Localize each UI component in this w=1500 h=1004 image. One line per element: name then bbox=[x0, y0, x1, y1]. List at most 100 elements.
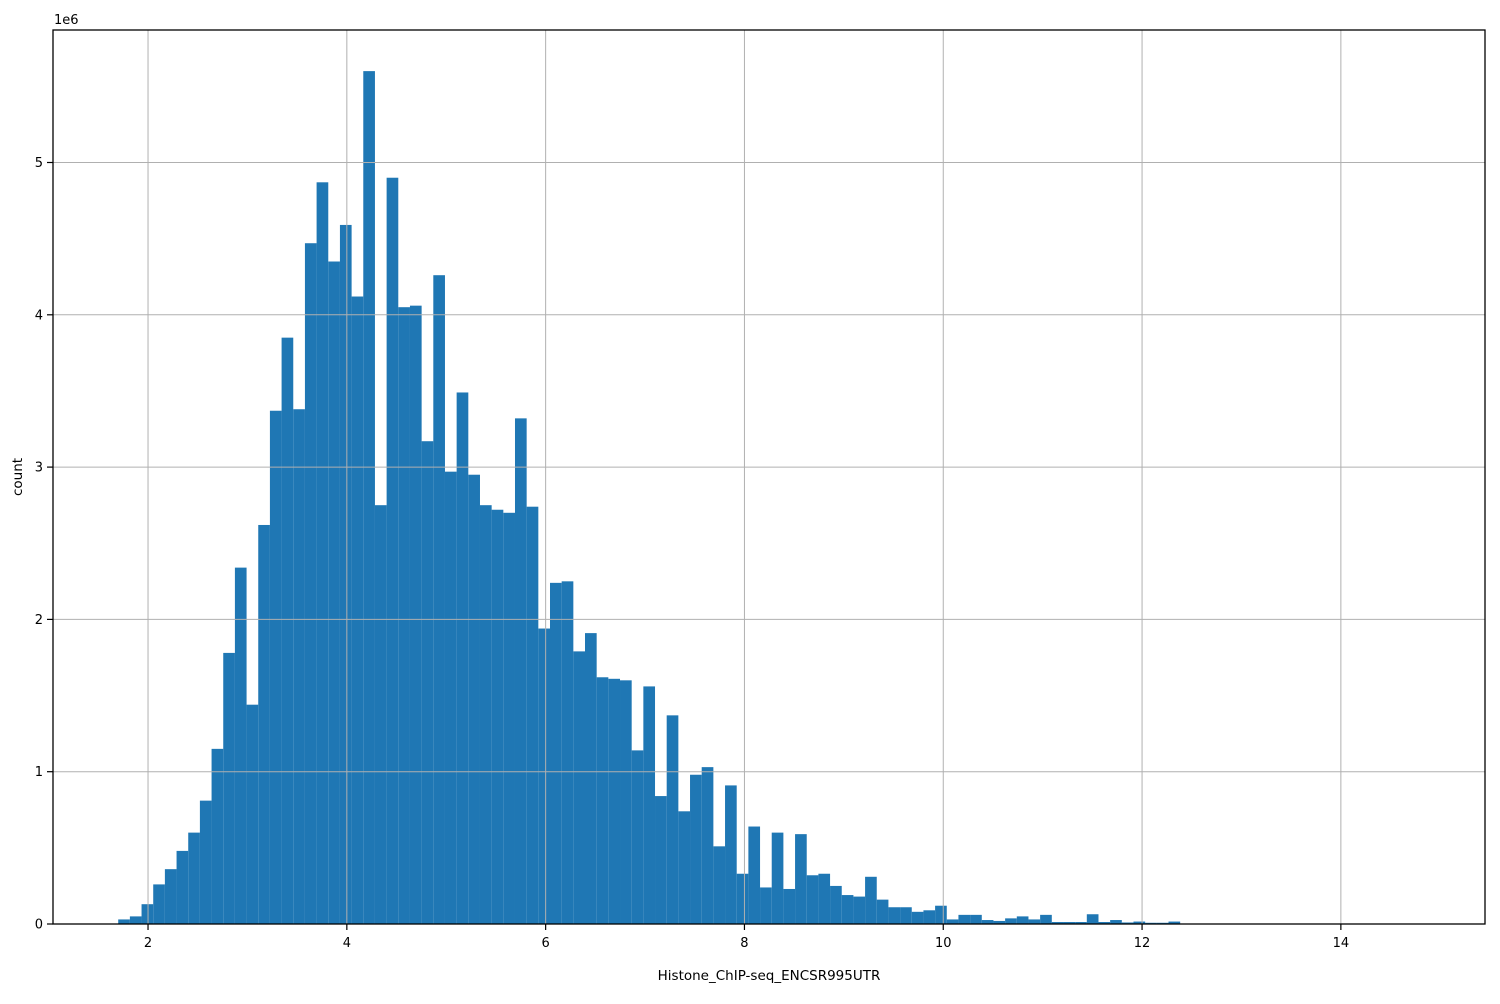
histogram-bar bbox=[713, 846, 726, 924]
histogram-bar bbox=[316, 182, 329, 925]
histogram-bar bbox=[631, 750, 644, 924]
histogram-bar bbox=[479, 505, 492, 924]
histogram-bar bbox=[444, 471, 457, 924]
histogram-bar bbox=[1028, 919, 1041, 924]
histogram-bar bbox=[129, 916, 142, 924]
histogram-bar bbox=[818, 873, 831, 924]
y-tick-label: 3 bbox=[35, 461, 43, 476]
histogram-bar bbox=[211, 748, 224, 924]
histogram-bar bbox=[421, 441, 434, 924]
histogram-bar bbox=[830, 885, 842, 924]
histogram-bar bbox=[748, 826, 761, 924]
histogram-bar bbox=[771, 832, 784, 924]
histogram-bar bbox=[690, 774, 702, 924]
histogram-bar bbox=[176, 850, 189, 924]
histogram-bar bbox=[946, 919, 959, 924]
x-axis-label: Histone_ChIP-seq_ENCSR995UTR bbox=[658, 968, 881, 984]
histogram-bar bbox=[188, 832, 200, 924]
histogram-bar bbox=[153, 884, 165, 924]
histogram-bar bbox=[514, 418, 527, 924]
histogram-bar bbox=[550, 582, 562, 924]
histogram-bar bbox=[538, 628, 550, 924]
x-tick-label: 12 bbox=[1134, 936, 1151, 951]
histogram-bar bbox=[269, 410, 282, 924]
histogram-bar bbox=[351, 296, 364, 924]
histogram-bar bbox=[678, 811, 691, 924]
histogram-bar bbox=[865, 876, 877, 924]
x-tick-label: 14 bbox=[1333, 936, 1350, 951]
y-tick-label: 2 bbox=[35, 613, 43, 628]
histogram-bar bbox=[398, 307, 410, 924]
histogram-bar bbox=[1133, 921, 1146, 924]
histogram-bar bbox=[725, 785, 737, 924]
x-tick-label: 4 bbox=[343, 936, 351, 951]
histogram-bar bbox=[900, 907, 912, 924]
histogram-bar bbox=[1086, 914, 1099, 924]
histogram-bar bbox=[1040, 914, 1052, 924]
histogram-bar bbox=[1005, 918, 1017, 924]
histogram-bar bbox=[1075, 922, 1087, 924]
histogram-bar bbox=[888, 907, 901, 924]
histogram-bar bbox=[981, 920, 994, 924]
y-axis-label: count bbox=[10, 458, 26, 496]
histogram-bar bbox=[1063, 922, 1076, 924]
histogram-bar bbox=[246, 704, 259, 924]
histogram-bar bbox=[596, 677, 609, 924]
histogram-bar bbox=[1110, 920, 1122, 924]
histogram-bar bbox=[923, 910, 936, 924]
histogram-bar bbox=[1016, 916, 1029, 924]
histogram-bar bbox=[736, 873, 749, 924]
axis-ticks bbox=[47, 161, 1342, 930]
histogram-bar bbox=[433, 275, 445, 924]
histogram-bar bbox=[234, 567, 247, 924]
histogram-bar bbox=[655, 796, 667, 924]
histogram-bar bbox=[526, 506, 539, 924]
y-tick-label: 0 bbox=[35, 918, 43, 933]
y-tick-label: 5 bbox=[35, 156, 43, 171]
histogram-bar bbox=[911, 911, 924, 924]
histogram-bar bbox=[1168, 921, 1181, 924]
histogram-bar bbox=[281, 337, 294, 924]
histogram-bar bbox=[561, 581, 574, 924]
histogram-bar bbox=[328, 261, 340, 924]
histogram-bar bbox=[760, 887, 772, 924]
histogram-bar bbox=[876, 899, 889, 924]
histogram-bar bbox=[456, 392, 469, 925]
histogram-bar bbox=[258, 524, 270, 924]
histogram-bar bbox=[993, 920, 1006, 924]
histogram-bar bbox=[643, 686, 656, 924]
histogram-bar bbox=[141, 904, 154, 924]
histogram-bar bbox=[608, 678, 621, 924]
histogram-bar bbox=[468, 474, 480, 924]
x-tick-label: 2 bbox=[144, 936, 152, 951]
x-tick-label: 6 bbox=[542, 936, 550, 951]
histogram-bar bbox=[841, 895, 854, 924]
histogram-bar bbox=[304, 243, 317, 925]
histogram-bar bbox=[795, 834, 807, 924]
histogram-bar bbox=[223, 652, 235, 924]
histogram-bar bbox=[1098, 922, 1111, 924]
histogram-bar bbox=[806, 875, 819, 924]
histogram-bar bbox=[164, 869, 177, 924]
histogram-bar bbox=[118, 919, 130, 924]
gridlines bbox=[53, 30, 1485, 924]
histogram-bar bbox=[935, 905, 947, 924]
histogram-bar bbox=[666, 715, 679, 924]
histogram-bar bbox=[783, 888, 796, 924]
y-tick-label: 1 bbox=[35, 765, 43, 780]
x-tick-label: 10 bbox=[935, 936, 952, 951]
histogram-bar bbox=[199, 800, 212, 924]
histogram-bar bbox=[1051, 922, 1064, 924]
histogram-bar bbox=[339, 224, 352, 924]
histogram-bar bbox=[620, 680, 632, 924]
histogram-bar bbox=[958, 914, 971, 924]
histogram-bar bbox=[853, 896, 866, 924]
histogram-bar bbox=[293, 409, 305, 925]
histogram-bar bbox=[701, 767, 714, 924]
histogram-bar bbox=[386, 177, 399, 925]
x-tick-label: 8 bbox=[740, 936, 748, 951]
histogram-bar bbox=[363, 71, 375, 925]
histogram-bar bbox=[573, 651, 586, 924]
